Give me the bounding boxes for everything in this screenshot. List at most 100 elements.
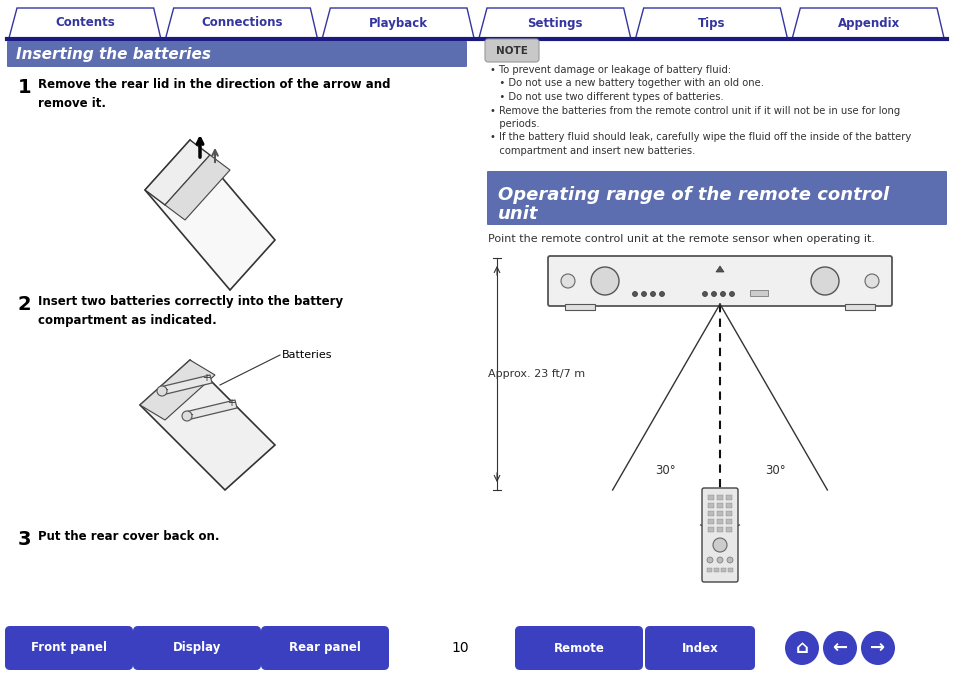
- Text: NOTE: NOTE: [496, 46, 527, 55]
- Text: −: −: [186, 410, 193, 420]
- Bar: [706, 568, 711, 572]
- Text: 30°: 30°: [654, 464, 675, 476]
- Polygon shape: [166, 8, 317, 38]
- Polygon shape: [140, 360, 214, 420]
- FancyBboxPatch shape: [132, 626, 261, 670]
- Text: Contents: Contents: [55, 17, 115, 30]
- Polygon shape: [9, 8, 160, 38]
- Polygon shape: [635, 8, 786, 38]
- Text: Operating range of the remote control: Operating range of the remote control: [497, 186, 888, 204]
- Bar: [725, 495, 731, 500]
- Bar: [725, 519, 731, 524]
- Text: Appendix: Appendix: [837, 17, 899, 30]
- Text: Display: Display: [172, 641, 221, 655]
- Bar: [844, 304, 874, 310]
- Text: 1: 1: [18, 78, 31, 97]
- Text: Tips: Tips: [698, 17, 725, 30]
- Text: Playback: Playback: [369, 17, 428, 30]
- Text: ⌂: ⌂: [795, 639, 807, 657]
- Bar: [564, 304, 595, 310]
- Circle shape: [182, 411, 192, 421]
- Bar: [725, 527, 731, 532]
- Text: −: −: [161, 385, 169, 395]
- Text: • Remove the batteries from the remote control unit if it will not be in use for: • Remove the batteries from the remote c…: [490, 106, 900, 116]
- Text: Batteries: Batteries: [282, 350, 333, 360]
- Circle shape: [711, 291, 716, 297]
- Bar: [725, 503, 731, 508]
- Text: Front panel: Front panel: [30, 641, 107, 655]
- Text: • If the battery fluid should leak, carefully wipe the fluid off the inside of t: • If the battery fluid should leak, care…: [490, 133, 910, 143]
- Text: 30°: 30°: [764, 464, 784, 476]
- Polygon shape: [185, 400, 236, 420]
- Circle shape: [659, 291, 664, 297]
- Text: 2: 2: [18, 295, 31, 314]
- FancyBboxPatch shape: [515, 626, 642, 670]
- FancyBboxPatch shape: [261, 626, 389, 670]
- Polygon shape: [716, 266, 723, 272]
- Text: Remote: Remote: [553, 641, 604, 655]
- FancyBboxPatch shape: [701, 488, 738, 582]
- Bar: [720, 568, 725, 572]
- Text: Inserting the batteries: Inserting the batteries: [16, 46, 211, 61]
- FancyBboxPatch shape: [7, 41, 467, 67]
- Text: Put the rear cover back on.: Put the rear cover back on.: [38, 530, 219, 543]
- FancyBboxPatch shape: [486, 171, 946, 225]
- Text: Index: Index: [680, 641, 718, 655]
- FancyBboxPatch shape: [484, 39, 538, 62]
- Text: +: +: [202, 373, 210, 383]
- Bar: [717, 519, 722, 524]
- Bar: [727, 568, 732, 572]
- Circle shape: [810, 267, 838, 295]
- Polygon shape: [478, 8, 630, 38]
- Bar: [717, 527, 722, 532]
- Bar: [725, 511, 731, 516]
- FancyBboxPatch shape: [547, 256, 891, 306]
- Circle shape: [701, 291, 707, 297]
- FancyBboxPatch shape: [5, 626, 132, 670]
- Circle shape: [861, 631, 894, 665]
- Circle shape: [632, 291, 637, 297]
- Text: 10: 10: [451, 641, 468, 655]
- Polygon shape: [322, 8, 474, 38]
- Circle shape: [822, 631, 856, 665]
- Bar: [749, 290, 767, 296]
- Polygon shape: [792, 8, 943, 38]
- Text: Connections: Connections: [201, 17, 282, 30]
- Bar: [707, 495, 713, 500]
- Bar: [707, 519, 713, 524]
- Circle shape: [706, 557, 712, 563]
- Circle shape: [157, 386, 167, 396]
- Polygon shape: [160, 375, 212, 395]
- Circle shape: [590, 267, 618, 295]
- Text: Rear panel: Rear panel: [289, 641, 360, 655]
- Circle shape: [640, 291, 646, 297]
- Text: Remove the rear lid in the direction of the arrow and
remove it.: Remove the rear lid in the direction of …: [38, 78, 390, 110]
- Text: unit: unit: [497, 205, 537, 223]
- Bar: [707, 503, 713, 508]
- Bar: [717, 495, 722, 500]
- Bar: [707, 527, 713, 532]
- Text: →: →: [869, 639, 884, 657]
- Text: Insert two batteries correctly into the battery
compartment as indicated.: Insert two batteries correctly into the …: [38, 295, 343, 327]
- Text: 3: 3: [18, 530, 31, 549]
- Polygon shape: [145, 140, 274, 290]
- Circle shape: [560, 274, 575, 288]
- Circle shape: [726, 557, 732, 563]
- Bar: [707, 511, 713, 516]
- Circle shape: [864, 274, 878, 288]
- Text: Point the remote control unit at the remote sensor when operating it.: Point the remote control unit at the rem…: [488, 234, 874, 244]
- Text: ←: ←: [832, 639, 846, 657]
- Bar: [717, 503, 722, 508]
- Polygon shape: [145, 140, 210, 205]
- Text: • Do not use two different types of batteries.: • Do not use two different types of batt…: [490, 92, 723, 102]
- Bar: [717, 511, 722, 516]
- Text: Approx. 23 ft/7 m: Approx. 23 ft/7 m: [488, 369, 584, 379]
- Circle shape: [712, 538, 726, 552]
- Text: compartment and insert new batteries.: compartment and insert new batteries.: [490, 146, 695, 156]
- Polygon shape: [165, 155, 230, 220]
- Polygon shape: [140, 360, 274, 490]
- Text: Settings: Settings: [527, 17, 582, 30]
- Text: +: +: [227, 398, 234, 408]
- Text: • To prevent damage or leakage of battery fluid:: • To prevent damage or leakage of batter…: [490, 65, 730, 75]
- Circle shape: [720, 291, 724, 297]
